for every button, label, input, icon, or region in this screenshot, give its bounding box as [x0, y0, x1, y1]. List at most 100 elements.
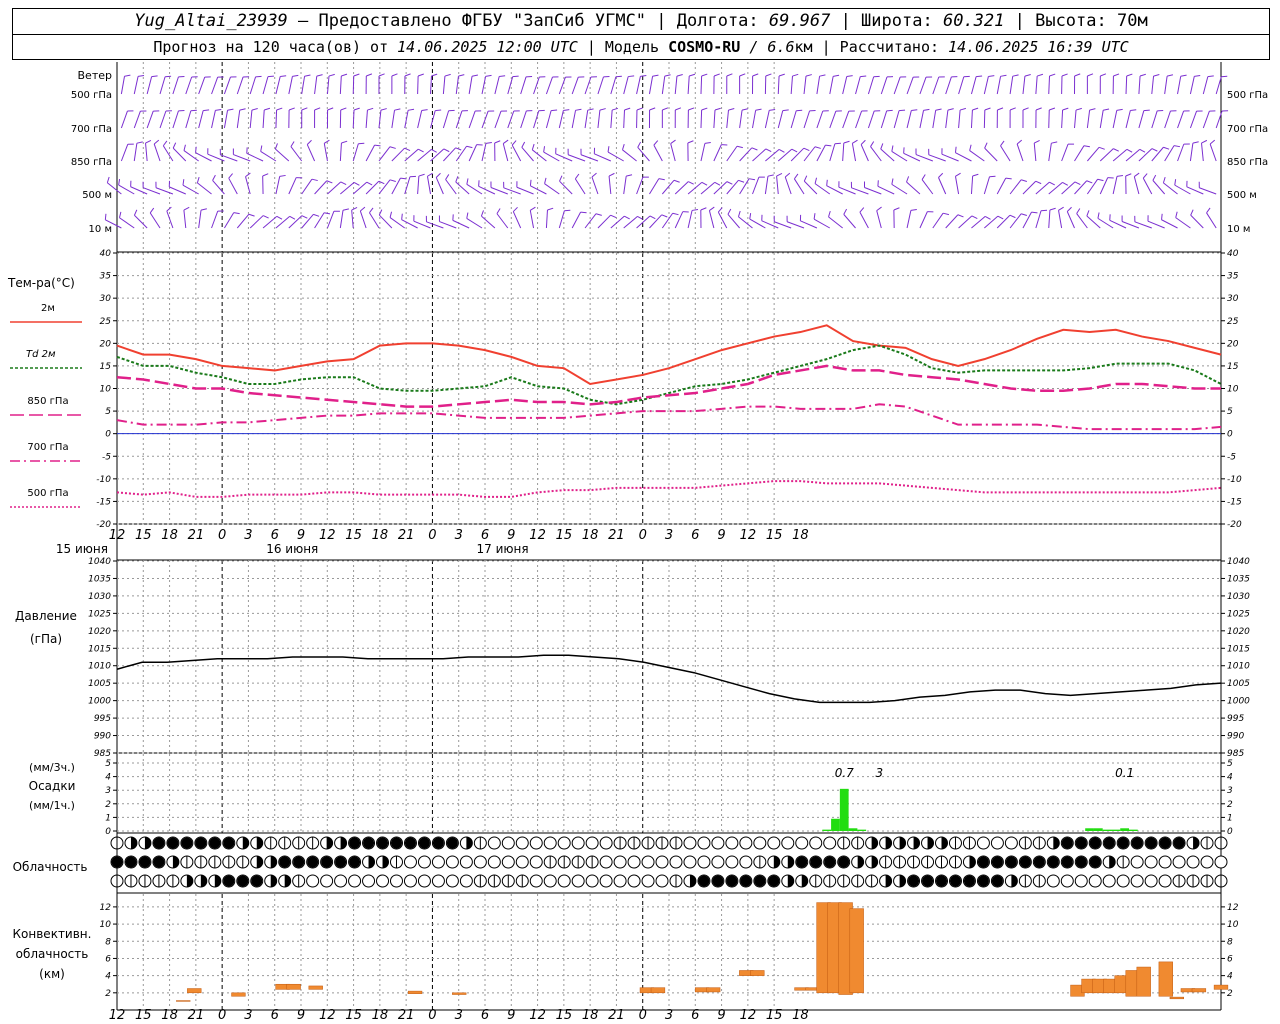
wind-barb-shaft — [481, 110, 489, 129]
wind-barb-shaft — [1022, 211, 1032, 229]
wind-barb-shaft — [610, 215, 625, 229]
wind-barb-flag — [248, 213, 255, 217]
wind-barb-shaft — [172, 110, 179, 129]
wind-barb-shaft — [533, 110, 540, 129]
wind-barb-shaft — [594, 153, 612, 162]
wind-barb-shaft — [687, 210, 693, 229]
cloud-fill-full — [1103, 837, 1115, 849]
wind-barb-flag — [935, 108, 942, 111]
wind-barb-flag — [769, 108, 776, 111]
wind-barb-flag — [751, 147, 758, 151]
wind-barb-shaft — [511, 144, 522, 162]
time-tick-label-bottom: 18 — [582, 1008, 599, 1023]
cloud-fill-full — [1159, 837, 1171, 849]
conv-bar — [286, 983, 301, 990]
cloud-fill-full — [977, 875, 989, 887]
wind-barb-shaft — [851, 143, 857, 162]
forecast-label: Прогноз на 120 часа(ов) от — [153, 38, 389, 56]
wind-barb-flag — [1151, 148, 1158, 152]
wind-barb-shaft — [455, 76, 459, 95]
time-tick-label-bottom: 12 — [109, 1008, 126, 1023]
wind-barb-shaft — [545, 110, 552, 129]
time-tick-label: 21 — [608, 528, 625, 543]
model-resolution: / 6.6 — [749, 38, 795, 56]
temp-series-line — [116, 480, 1222, 498]
conv-bar — [308, 985, 323, 990]
wind-barb-shaft — [1016, 143, 1024, 162]
wind-barb-flag — [239, 108, 246, 111]
time-tick-label-bottom: 6 — [481, 1008, 489, 1023]
wind-barb-shaft — [774, 221, 792, 229]
temp-tick-label-right: 35 — [1227, 272, 1239, 282]
wind-barb-shaft — [1074, 145, 1085, 162]
temp-tick-label-right: 40 — [1227, 249, 1239, 259]
wind-barb-flag — [1116, 174, 1123, 177]
wind-barb-shaft — [906, 181, 921, 195]
wind-barb-shaft — [687, 181, 703, 195]
wind-barb-flag — [1209, 139, 1216, 145]
wind-barb-shaft — [288, 177, 297, 195]
provider-text: – Предоставлено ФГБУ "ЗапСиб УГМС" — [298, 11, 647, 31]
conv-title-1: Конвективн. — [13, 927, 92, 941]
temp-tick-label-right: 20 — [1227, 339, 1239, 349]
time-tick-label: 3 — [455, 528, 463, 543]
wind-barb-shaft — [1066, 211, 1075, 229]
wind-barb-flag — [591, 172, 597, 178]
wind-barb-flag — [313, 213, 320, 217]
wind-barb-shaft — [413, 220, 431, 229]
conv-bar — [849, 908, 864, 994]
wind-barb-shaft — [739, 110, 743, 129]
wind-barb-flag — [691, 209, 699, 211]
wind-barb-shaft — [1121, 221, 1140, 229]
wind-barb-flag — [736, 145, 743, 149]
cloud-fill-half — [899, 837, 906, 849]
wind-barb-flag — [574, 173, 580, 180]
time-tick-label: 21 — [398, 528, 415, 543]
cloud-fill-full — [446, 837, 458, 849]
wind-barb-shaft — [442, 110, 450, 129]
prec-tick-label-right: 1 — [1227, 813, 1233, 823]
wind-barb-flag — [563, 109, 570, 111]
time-tick-label: 9 — [717, 528, 725, 543]
wind-barb-flag — [1163, 146, 1170, 150]
prec-tick-label-right: 3 — [1227, 786, 1233, 796]
wind-barb-flag — [530, 206, 536, 211]
cloud-circle — [725, 836, 739, 850]
temp-tick-label-left: -5 — [102, 452, 111, 462]
wind-barb-flag — [843, 208, 848, 215]
wind-barb-flag — [328, 73, 335, 77]
wind-barb-shaft — [185, 110, 192, 129]
wind-barb-flag — [672, 212, 679, 216]
temp-title: Тем-ра(°C) — [7, 276, 75, 290]
wind-barb-flag — [860, 75, 867, 78]
wind-barb-flag — [792, 73, 799, 77]
wind-barb-flag — [264, 107, 271, 111]
wind-barb-shaft — [558, 210, 565, 229]
wind-barb-shaft — [1151, 76, 1155, 95]
wind-barb-shaft — [891, 150, 908, 162]
cloud-circle — [599, 855, 613, 869]
wind-barb-flag — [316, 74, 323, 77]
cloud-fill-full — [936, 875, 948, 887]
wind-barb-shaft — [1035, 181, 1050, 195]
precip-bar — [1120, 828, 1129, 831]
conv-tick-label-right: 2 — [1227, 989, 1233, 999]
wind-barb-shaft — [1035, 76, 1038, 95]
cloud-circle — [501, 836, 515, 850]
wind-barb-flag — [813, 213, 816, 220]
wind-barb-shaft — [442, 76, 446, 95]
wind-barb-flag — [599, 108, 606, 111]
time-tick-label: 3 — [244, 528, 252, 543]
wind-barb-flag — [728, 107, 735, 111]
wind-barb-flag — [421, 109, 428, 111]
wind-barb-shaft — [996, 177, 1007, 195]
wind-barb-flag — [301, 107, 308, 111]
wind-barb-flag — [435, 109, 442, 112]
conv-bar — [1191, 988, 1207, 993]
cloud-circle — [1046, 874, 1060, 888]
cloud-fill-half — [787, 875, 794, 887]
cloud-circle — [571, 836, 585, 850]
wind-barb-shaft — [391, 177, 401, 195]
wind-barb-shaft — [326, 211, 335, 229]
wind-barb-flag — [279, 174, 286, 177]
